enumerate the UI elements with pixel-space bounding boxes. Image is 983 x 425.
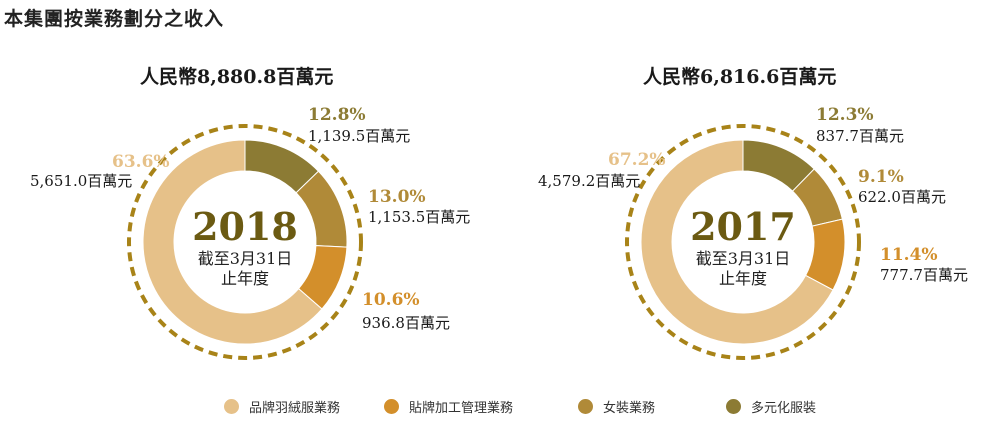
slice-percent-label: 12.3% bbox=[816, 105, 874, 125]
slice-value-label: 936.8百萬元 bbox=[362, 314, 450, 332]
slice-percent-label: 11.4% bbox=[880, 245, 938, 265]
center-subtitle-line2: 止年度 bbox=[719, 269, 767, 288]
legend-label: 貼牌加工管理業務 bbox=[409, 401, 514, 416]
donut-slice bbox=[142, 139, 323, 345]
legend-swatch bbox=[224, 399, 239, 414]
chart-title-2017: 人民幣6,816.6百萬元 bbox=[643, 66, 837, 88]
slice-percent-label: 12.8% bbox=[308, 105, 366, 125]
slice-percent-label: 63.6% bbox=[112, 152, 170, 172]
donut-charts: 2018截至3月31日止年度63.6%5,651.0百萬元10.6%936.8百… bbox=[30, 105, 968, 360]
center-subtitle-line1: 截至3月31日 bbox=[198, 249, 293, 268]
chart-title-2018: 人民幣8,880.8百萬元 bbox=[140, 66, 334, 88]
slice-value-label: 4,579.2百萬元 bbox=[538, 172, 640, 190]
slice-percent-label: 67.2% bbox=[608, 150, 666, 170]
slice-value-label: 837.7百萬元 bbox=[816, 127, 904, 145]
legend-swatch bbox=[578, 399, 593, 414]
slice-percent-label: 10.6% bbox=[362, 290, 420, 310]
center-subtitle-line2: 止年度 bbox=[221, 269, 269, 288]
legend-swatch bbox=[726, 399, 741, 414]
legend-item-ladieswear: 女裝業務 bbox=[578, 397, 655, 416]
legend-label: 品牌羽絨服業務 bbox=[249, 401, 341, 416]
legend-item-diversified: 多元化服裝 bbox=[726, 397, 816, 416]
legend-swatch bbox=[384, 399, 399, 414]
legend: 品牌羽絨服業務 貼牌加工管理業務 女裝業務 多元化服裝 bbox=[0, 397, 983, 421]
slice-percent-label: 9.1% bbox=[858, 167, 904, 187]
slice-percent-label: 13.0% bbox=[368, 187, 426, 207]
outer-dashed-ring bbox=[625, 124, 861, 360]
legend-label: 女裝業務 bbox=[603, 401, 656, 416]
center-year: 2018 bbox=[192, 204, 298, 249]
center-subtitle-line1: 截至3月31日 bbox=[696, 249, 791, 268]
legend-item-down-apparel: 品牌羽絨服業務 bbox=[224, 397, 340, 416]
donut-slice bbox=[640, 139, 834, 345]
slice-value-label: 777.7百萬元 bbox=[880, 266, 968, 284]
page-title: 本集團按業務劃分之收入 bbox=[4, 8, 225, 30]
center-year: 2017 bbox=[690, 204, 796, 249]
outer-dashed-ring bbox=[127, 124, 363, 360]
legend-label: 多元化服裝 bbox=[751, 401, 817, 416]
slice-value-label: 622.0百萬元 bbox=[858, 188, 946, 206]
legend-item-oem: 貼牌加工管理業務 bbox=[384, 397, 513, 416]
slice-value-label: 1,139.5百萬元 bbox=[308, 127, 410, 145]
slice-value-label: 1,153.5百萬元 bbox=[368, 208, 470, 226]
slice-value-label: 5,651.0百萬元 bbox=[30, 172, 132, 190]
